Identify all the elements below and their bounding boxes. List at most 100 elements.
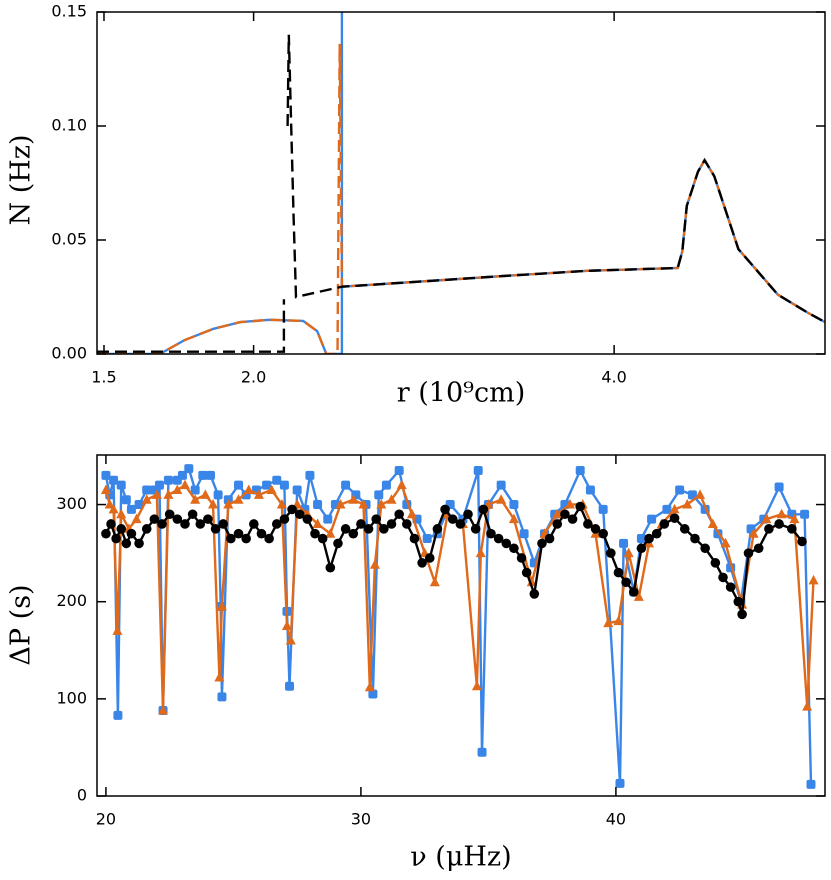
marker <box>281 620 292 630</box>
marker <box>644 533 654 544</box>
marker <box>226 533 236 544</box>
y-tick-label: 100 <box>56 688 87 707</box>
marker <box>253 489 264 499</box>
marker <box>394 466 404 476</box>
marker <box>116 524 127 534</box>
marker <box>733 596 744 607</box>
marker <box>509 543 519 554</box>
marker <box>364 681 375 692</box>
marker <box>142 485 152 495</box>
marker <box>473 466 483 476</box>
marker <box>486 528 496 539</box>
marker <box>164 509 175 520</box>
marker <box>214 671 225 682</box>
marker <box>141 524 152 534</box>
marker <box>651 528 662 539</box>
marker <box>134 538 144 549</box>
marker <box>613 615 624 626</box>
marker <box>720 537 731 548</box>
marker <box>455 519 466 529</box>
marker <box>802 701 813 711</box>
marker <box>294 509 305 520</box>
marker <box>471 680 482 691</box>
marker <box>100 484 111 494</box>
marker <box>379 524 389 534</box>
marker <box>287 504 297 515</box>
marker <box>302 514 313 524</box>
marker <box>205 470 215 480</box>
marker <box>647 514 657 524</box>
marker <box>325 562 336 573</box>
marker <box>544 533 555 544</box>
marker <box>262 480 272 490</box>
marker <box>203 514 213 524</box>
marker <box>113 710 123 720</box>
marker <box>243 484 254 494</box>
marker <box>700 543 710 554</box>
marker <box>429 576 440 587</box>
marker <box>603 617 614 628</box>
marker <box>417 558 427 568</box>
marker <box>126 504 136 514</box>
marker <box>217 692 227 702</box>
marker <box>190 494 201 504</box>
marker <box>233 494 244 504</box>
marker <box>374 490 384 500</box>
x-tick-label: 2.0 <box>241 368 266 387</box>
y-tick-label: 0.15 <box>51 2 87 21</box>
marker <box>776 508 787 519</box>
marker <box>761 513 772 524</box>
marker <box>285 635 296 645</box>
marker <box>687 490 697 500</box>
marker <box>358 499 369 509</box>
marker <box>190 485 200 495</box>
y-tick-label: 0.05 <box>51 230 87 249</box>
marker <box>552 519 563 529</box>
marker <box>363 524 374 534</box>
marker <box>710 558 721 568</box>
marker <box>753 543 764 554</box>
marker <box>402 519 412 529</box>
marker <box>249 519 259 529</box>
marker <box>386 519 397 529</box>
marker <box>310 528 320 539</box>
marker <box>565 499 576 509</box>
series-line <box>97 43 825 354</box>
marker <box>707 518 718 528</box>
marker <box>104 499 115 509</box>
marker <box>662 504 672 514</box>
marker <box>126 528 137 539</box>
marker <box>208 499 219 509</box>
marker <box>690 533 700 544</box>
marker <box>669 503 680 514</box>
y-tick-label: 200 <box>56 591 87 610</box>
marker <box>718 572 728 583</box>
marker <box>682 499 693 509</box>
marker <box>323 514 333 524</box>
marker <box>172 484 183 494</box>
marker <box>675 485 685 495</box>
marker <box>636 534 646 544</box>
series-line <box>104 466 813 785</box>
marker <box>424 553 435 563</box>
marker <box>496 480 506 490</box>
marker <box>386 494 397 504</box>
marker <box>501 538 512 549</box>
x-tick-label: 4.0 <box>601 368 626 387</box>
marker <box>108 503 119 514</box>
marker <box>223 499 234 509</box>
marker <box>172 514 183 524</box>
marker <box>292 485 302 495</box>
marker <box>241 533 251 544</box>
marker <box>266 484 277 494</box>
marker <box>157 519 167 529</box>
marker <box>348 494 359 504</box>
marker <box>210 524 221 534</box>
marker <box>808 574 819 585</box>
marker <box>526 576 537 587</box>
marker <box>447 514 458 524</box>
marker <box>623 547 634 558</box>
marker <box>279 514 290 524</box>
marker <box>797 536 807 547</box>
marker <box>575 501 586 512</box>
